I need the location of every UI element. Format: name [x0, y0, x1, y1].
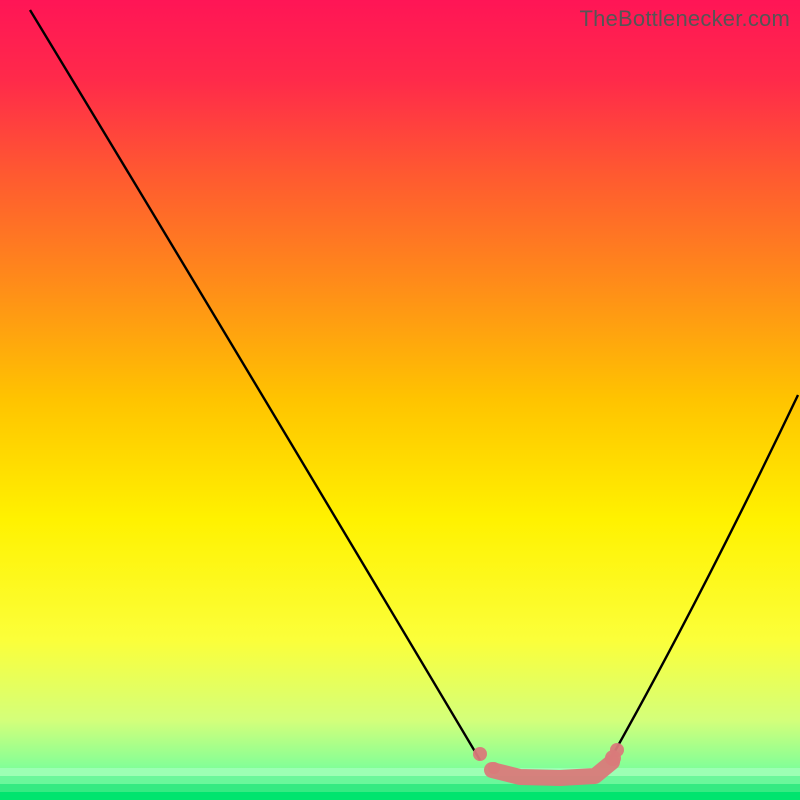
- gradient-background: [0, 0, 800, 800]
- chart-stage: TheBottlenecker.com: [0, 0, 800, 800]
- watermark-text: TheBottlenecker.com: [580, 6, 790, 32]
